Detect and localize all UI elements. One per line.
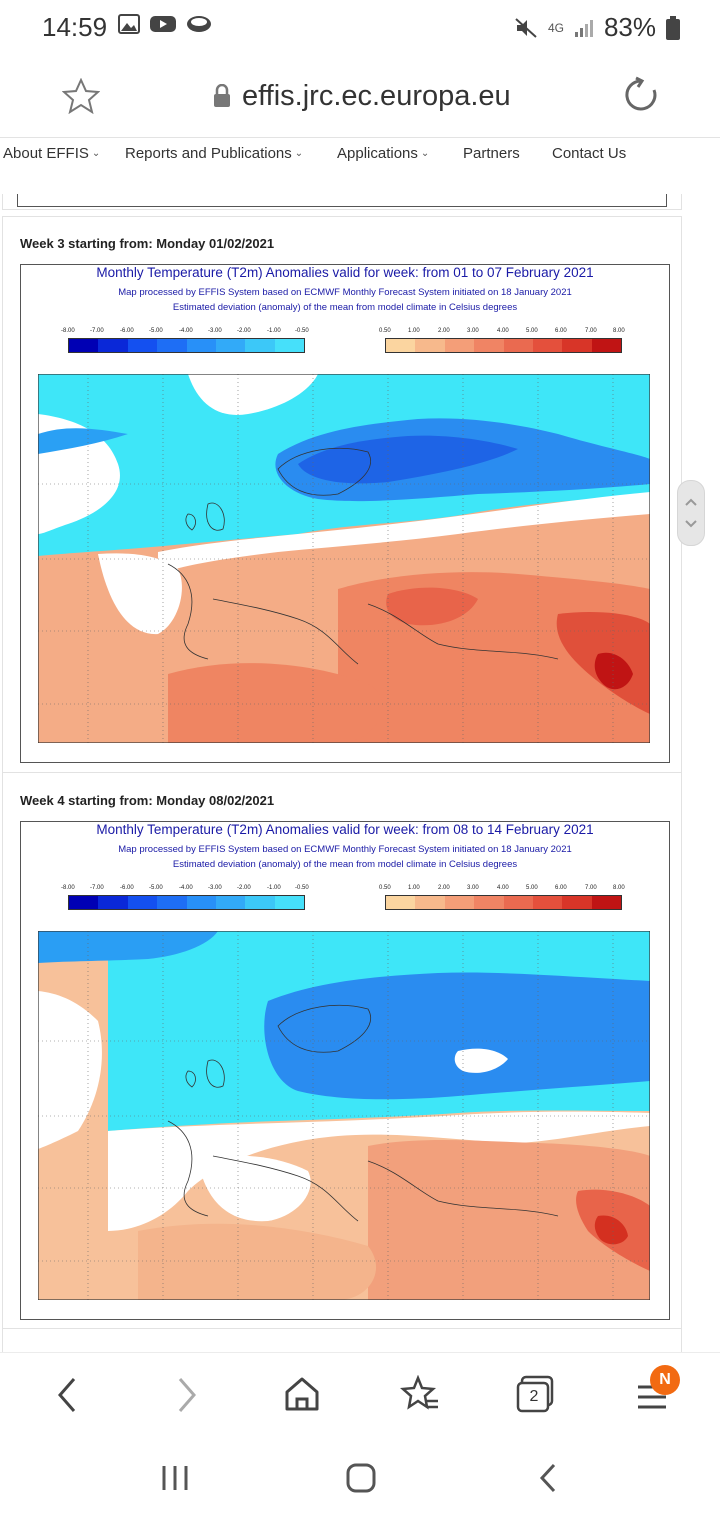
legend-label: -6.00 <box>120 885 134 891</box>
legend-label: -4.00 <box>179 885 193 891</box>
system-status: 4G 83% <box>514 12 680 43</box>
legend-label: 6.00 <box>555 328 567 334</box>
anomaly-map-image <box>38 374 650 743</box>
legend-label: -8.00 <box>61 328 75 334</box>
page-content: Week 3 starting from: Monday 01/02/2021 … <box>0 194 720 1352</box>
youtube-icon <box>150 16 176 32</box>
legend-label: -5.00 <box>149 328 163 334</box>
legend-label: 6.00 <box>555 885 567 891</box>
clock: 14:59 <box>42 12 108 42</box>
legend-label: -7.00 <box>90 885 104 891</box>
tabs-icon <box>516 1375 554 1413</box>
temperature-anomaly-map[interactable]: Monthly Temperature (T2m) Anomalies vali… <box>20 264 670 763</box>
reload-icon[interactable] <box>622 76 660 114</box>
warm-legend <box>385 895 623 910</box>
home-button-icon[interactable] <box>345 1462 377 1494</box>
chevron-down-icon: ⌄ <box>420 148 430 159</box>
legend-label: -2.00 <box>237 885 251 891</box>
legend-label: 4.00 <box>497 885 509 891</box>
legend-label: -7.00 <box>90 328 104 334</box>
back-icon[interactable] <box>52 1375 82 1415</box>
nav-contact-us[interactable]: Contact Us <box>552 145 627 162</box>
legend-label: -2.00 <box>237 328 251 334</box>
nav-partners[interactable]: Partners <box>463 145 520 162</box>
week-heading: Week 3 starting from: Monday 01/02/2021 <box>20 236 275 251</box>
notification-icons <box>118 14 212 34</box>
legend-label: 2.00 <box>438 885 450 891</box>
legend-label: -6.00 <box>120 328 134 334</box>
legend-label: -0.50 <box>295 328 309 334</box>
signal-icon <box>574 19 593 37</box>
tabs-button[interactable]: 2 <box>516 1375 554 1413</box>
legend-label: 1.00 <box>408 328 420 334</box>
tab-count: 2 <box>529 1388 539 1405</box>
system-back-icon[interactable] <box>536 1462 560 1494</box>
map-subtitle: Estimated deviation (anomaly) of the mea… <box>172 859 518 870</box>
gallery-icon <box>118 14 140 34</box>
week-3-card: Week 3 starting from: Monday 01/02/2021 … <box>2 216 682 773</box>
legend-label: -8.00 <box>61 885 75 891</box>
next-card <box>2 1328 682 1352</box>
temperature-anomaly-map[interactable]: Monthly Temperature (T2m) Anomalies vali… <box>20 821 670 1320</box>
site-navigation: About EFFIS ⌄ Reports and Publications ⌄ A… <box>0 137 720 195</box>
map-subtitle: Map processed by EFFIS System based on E… <box>118 287 572 298</box>
map-title: Monthly Temperature (T2m) Anomalies vali… <box>96 822 594 837</box>
home-icon[interactable] <box>284 1375 320 1413</box>
nav-about-effis[interactable]: About EFFIS ⌄ <box>3 145 101 162</box>
cold-legend <box>68 338 306 353</box>
legend-label: 2.00 <box>438 328 450 334</box>
lock-icon <box>214 84 230 107</box>
cloud-app-icon <box>187 16 211 32</box>
legend-label: -4.00 <box>179 328 193 334</box>
chevron-down-icon: ⌄ <box>294 148 304 159</box>
week-heading: Week 4 starting from: Monday 08/02/2021 <box>20 793 275 808</box>
url-text[interactable]: effis.jrc.ec.europa.eu <box>242 80 511 112</box>
legend-label: -1.00 <box>267 328 281 334</box>
legend-label: 0.50 <box>379 885 391 891</box>
map-title: Monthly Temperature (T2m) Anomalies vali… <box>96 265 594 280</box>
previous-card <box>2 194 682 210</box>
mute-icon <box>515 17 537 38</box>
url-bar <box>0 56 720 136</box>
legend-label: 7.00 <box>585 328 597 334</box>
fast-scroll-handle[interactable] <box>677 480 705 546</box>
cold-legend <box>68 895 306 910</box>
legend-label: 4.00 <box>497 328 509 334</box>
bookmarks-icon[interactable] <box>400 1375 440 1413</box>
legend-label: 1.00 <box>408 885 420 891</box>
browser-bottom-bar: 2 <box>0 1352 720 1439</box>
battery-icon <box>666 15 680 40</box>
notification-badge: N <box>650 1365 680 1395</box>
legend-label: 5.00 <box>526 885 538 891</box>
legend-label: -3.00 <box>208 328 222 334</box>
legend-label: 0.50 <box>379 328 391 334</box>
legend-label: 3.00 <box>467 328 479 334</box>
legend-label: 7.00 <box>585 885 597 891</box>
legend-label: 3.00 <box>467 885 479 891</box>
legend-label: 5.00 <box>526 328 538 334</box>
forward-icon[interactable] <box>172 1375 202 1415</box>
scroll-arrows-icon <box>685 498 697 528</box>
map-subtitle: Estimated deviation (anomaly) of the mea… <box>172 302 518 313</box>
recent-apps-icon[interactable] <box>160 1464 190 1492</box>
legend-label: 8.00 <box>613 328 625 334</box>
battery-level: 83% <box>603 12 656 42</box>
nav-applications[interactable]: Applications ⌄ <box>337 145 430 162</box>
warm-legend <box>385 338 623 353</box>
legend-label: -0.50 <box>295 885 309 891</box>
network-type: 4G <box>547 20 564 35</box>
legend-label: 8.00 <box>613 885 625 891</box>
legend-label: -1.00 <box>267 885 281 891</box>
system-navigation-bar <box>0 1438 720 1520</box>
legend-label: -5.00 <box>149 885 163 891</box>
chevron-down-icon: ⌄ <box>91 148 101 159</box>
week-4-card: Week 4 starting from: Monday 08/02/2021 … <box>2 772 682 1329</box>
status-bar: 14:59 4G 83% <box>0 0 720 56</box>
legend-label: -3.00 <box>208 885 222 891</box>
anomaly-map-image <box>38 931 650 1300</box>
nav-reports-publications[interactable]: Reports and Publications ⌄ <box>125 145 304 162</box>
bookmark-star-icon[interactable] <box>62 78 100 114</box>
map-subtitle: Map processed by EFFIS System based on E… <box>118 844 572 855</box>
